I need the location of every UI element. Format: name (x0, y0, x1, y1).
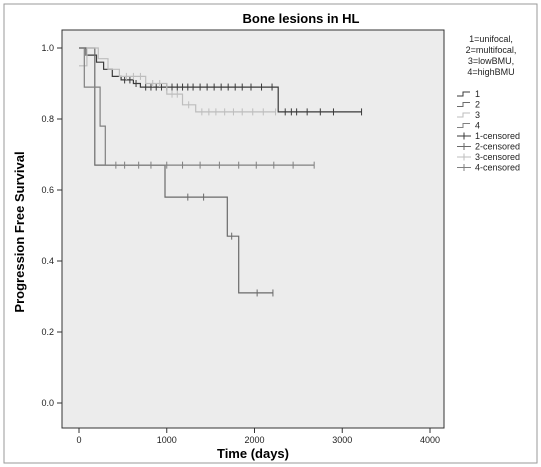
survival-curves (79, 47, 363, 297)
legend-label-3: 3 (475, 110, 480, 120)
plot-area (61, 29, 445, 429)
x-tick-label: 1000 (157, 435, 177, 445)
legend-title-line-1: 1=unifocal, (469, 34, 513, 44)
y-tick-label: 0.6 (41, 185, 54, 195)
legend-title-line-4: 4=highBMU (467, 67, 514, 77)
legend-line-4 (457, 123, 470, 128)
legend-line-3 (457, 112, 470, 118)
series-4-curve (79, 47, 315, 166)
series-4 (79, 47, 315, 169)
legend-label-1-censored: 1-censored (475, 131, 520, 141)
y-tick-label: 0.2 (41, 327, 54, 337)
x-axis: 0 1000 2000 3000 4000 (76, 428, 440, 445)
y-axis: 0.0 0.2 0.4 0.6 0.8 1.0 (41, 43, 62, 408)
x-tick-label: 0 (76, 435, 81, 445)
legend-title-line-2: 2=multifocal, (466, 45, 517, 55)
legend-label-3-censored: 3-censored (475, 152, 520, 162)
x-tick-label: 3000 (332, 435, 352, 445)
legend-title-line-3: 3=lowBMU, (468, 56, 514, 66)
y-tick-label: 0.0 (41, 398, 54, 408)
series-2 (79, 47, 274, 297)
x-tick-label: 4000 (420, 435, 440, 445)
chart-title: Bone lesions in HL (242, 11, 359, 26)
x-axis-label: Time (days) (217, 446, 289, 461)
series-2-curve (79, 47, 273, 294)
legend-label-4: 4 (475, 121, 480, 131)
y-tick-label: 1.0 (41, 43, 54, 53)
legend-label-1: 1 (475, 89, 480, 99)
series-3 (79, 47, 277, 116)
y-tick-label: 0.4 (41, 256, 54, 266)
legend-label-2-censored: 2-censored (475, 142, 520, 152)
legend-label-4-censored: 4-censored (475, 163, 520, 173)
x-tick-label: 2000 (244, 435, 264, 445)
y-tick-label: 0.8 (41, 114, 54, 124)
series-1 (79, 47, 363, 116)
legend-line-1 (457, 91, 470, 97)
legend: 1=unifocal, 2=multifocal, 3=lowBMU, 4=hi… (457, 34, 520, 173)
y-axis-label: Progression Free Survival (12, 151, 27, 312)
series-3-curve (79, 47, 276, 113)
legend-line-2 (457, 102, 470, 107)
legend-label-2: 2 (475, 100, 480, 110)
